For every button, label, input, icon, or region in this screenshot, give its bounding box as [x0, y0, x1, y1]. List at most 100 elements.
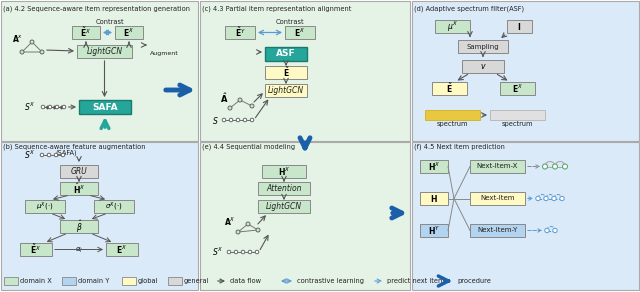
Bar: [420, 160, 448, 173]
Circle shape: [30, 40, 34, 44]
Circle shape: [552, 196, 556, 201]
Text: predict next item: predict next item: [387, 278, 445, 284]
Text: $S$: $S$: [212, 114, 218, 126]
Circle shape: [234, 250, 238, 254]
Circle shape: [241, 250, 245, 254]
Text: (c) 4.3 Partial item representation alignment: (c) 4.3 Partial item representation alig…: [202, 5, 351, 11]
Bar: [200, 142, 410, 290]
Text: $S^X$: $S^X$: [24, 149, 36, 161]
Bar: [285, 26, 315, 39]
Circle shape: [54, 153, 58, 157]
Text: $\mathbf{E}^X$: $\mathbf{E}^X$: [512, 82, 523, 95]
Text: $S^X$: $S^X$: [24, 101, 36, 113]
Bar: [470, 224, 525, 237]
Text: GRU: GRU: [70, 167, 88, 176]
Circle shape: [256, 228, 260, 232]
Text: $\mathbf{H}^Y$: $\mathbf{H}^Y$: [428, 224, 440, 237]
Circle shape: [40, 50, 44, 54]
Bar: [200, 1, 410, 141]
Bar: [470, 160, 525, 173]
Text: (d) Adaptive spectrum filter(ASF): (d) Adaptive spectrum filter(ASF): [414, 5, 524, 11]
Circle shape: [545, 228, 549, 233]
Bar: [77, 45, 132, 58]
Circle shape: [560, 196, 564, 201]
Bar: [60, 220, 98, 233]
Circle shape: [40, 153, 44, 157]
Text: $v$: $v$: [480, 62, 486, 71]
Text: contrastive learning: contrastive learning: [297, 278, 364, 284]
Circle shape: [243, 118, 247, 122]
Bar: [262, 165, 306, 178]
Bar: [1, 142, 198, 290]
Circle shape: [250, 104, 254, 108]
Circle shape: [248, 250, 252, 254]
Bar: [507, 20, 532, 33]
Bar: [62, 277, 76, 285]
Text: $\tilde{\mathbf{E}}$: $\tilde{\mathbf{E}}$: [446, 82, 453, 95]
Circle shape: [238, 98, 242, 102]
Bar: [94, 200, 134, 213]
Text: domain X: domain X: [20, 278, 52, 284]
Bar: [490, 110, 545, 120]
Circle shape: [48, 105, 52, 109]
Bar: [412, 142, 639, 290]
Text: Contrast: Contrast: [96, 19, 124, 25]
Circle shape: [236, 118, 240, 122]
Text: $\tilde{\mathbf{E}}^X$: $\tilde{\mathbf{E}}^X$: [31, 243, 42, 256]
Text: data flow: data flow: [230, 278, 261, 284]
Text: $\mathbf{A}^x$: $\mathbf{A}^x$: [12, 32, 24, 44]
Text: LightGCN: LightGCN: [268, 86, 304, 95]
Circle shape: [543, 164, 547, 169]
Bar: [412, 1, 639, 141]
Bar: [500, 82, 535, 95]
Text: $\mu^X$: $\mu^X$: [447, 19, 458, 34]
Text: Next-Item-Y: Next-Item-Y: [477, 227, 518, 234]
Bar: [420, 224, 448, 237]
Text: (a) 4.2 Sequence-aware item representation generation: (a) 4.2 Sequence-aware item representati…: [3, 5, 190, 11]
Circle shape: [20, 50, 24, 54]
Bar: [425, 110, 480, 120]
Text: domain Y: domain Y: [78, 278, 109, 284]
Circle shape: [41, 105, 45, 109]
Bar: [265, 84, 307, 97]
Text: Contrast: Contrast: [276, 19, 304, 25]
Text: Augment: Augment: [150, 51, 179, 55]
Circle shape: [536, 196, 540, 201]
Circle shape: [544, 196, 548, 201]
Circle shape: [563, 164, 568, 169]
Text: $S^X$: $S^X$: [212, 246, 223, 258]
Bar: [470, 192, 525, 205]
Bar: [60, 182, 98, 195]
Text: $\hat{\mathbf{H}}^X$: $\hat{\mathbf{H}}^X$: [73, 181, 85, 196]
Text: $\tilde{\mathbf{E}}^X$: $\tilde{\mathbf{E}}^X$: [81, 26, 92, 39]
Text: (f) 4.5 Next item prediction: (f) 4.5 Next item prediction: [414, 143, 505, 150]
Text: SAFA: SAFA: [92, 102, 118, 112]
Text: ASF: ASF: [276, 50, 296, 58]
Text: $\sigma^X(\cdot)$: $\sigma^X(\cdot)$: [105, 200, 123, 213]
Text: (b) Sequence-aware feature augmentation: (b) Sequence-aware feature augmentation: [3, 143, 145, 150]
Text: $\mathbf{A}^X$: $\mathbf{A}^X$: [224, 216, 236, 228]
Circle shape: [55, 105, 59, 109]
Bar: [79, 100, 131, 114]
Text: $\mathbf{E}^X$: $\mathbf{E}^X$: [116, 243, 127, 256]
Text: spectrum: spectrum: [501, 121, 532, 127]
Text: $\tilde{\mathbf{E}}$: $\tilde{\mathbf{E}}$: [283, 66, 289, 79]
Bar: [458, 40, 508, 53]
Bar: [265, 47, 307, 61]
Text: Next-Item: Next-Item: [480, 196, 515, 201]
Circle shape: [553, 228, 557, 233]
Text: $\mathbf{E}^X$: $\mathbf{E}^X$: [124, 26, 134, 39]
Text: $\tilde{\mathbf{E}}^Y$: $\tilde{\mathbf{E}}^Y$: [234, 26, 246, 39]
Bar: [20, 243, 52, 256]
Bar: [258, 200, 310, 213]
Text: $\mathbf{H}^X$: $\mathbf{H}^X$: [428, 160, 440, 173]
Text: $\alpha_l$: $\alpha_l$: [75, 245, 83, 255]
Bar: [1, 1, 198, 141]
Text: Attention: Attention: [266, 184, 301, 193]
Bar: [72, 26, 100, 39]
Bar: [435, 20, 470, 33]
Bar: [25, 200, 65, 213]
Circle shape: [246, 222, 250, 226]
Bar: [115, 26, 143, 39]
Text: $\mathbf{I}$: $\mathbf{I}$: [517, 21, 522, 32]
